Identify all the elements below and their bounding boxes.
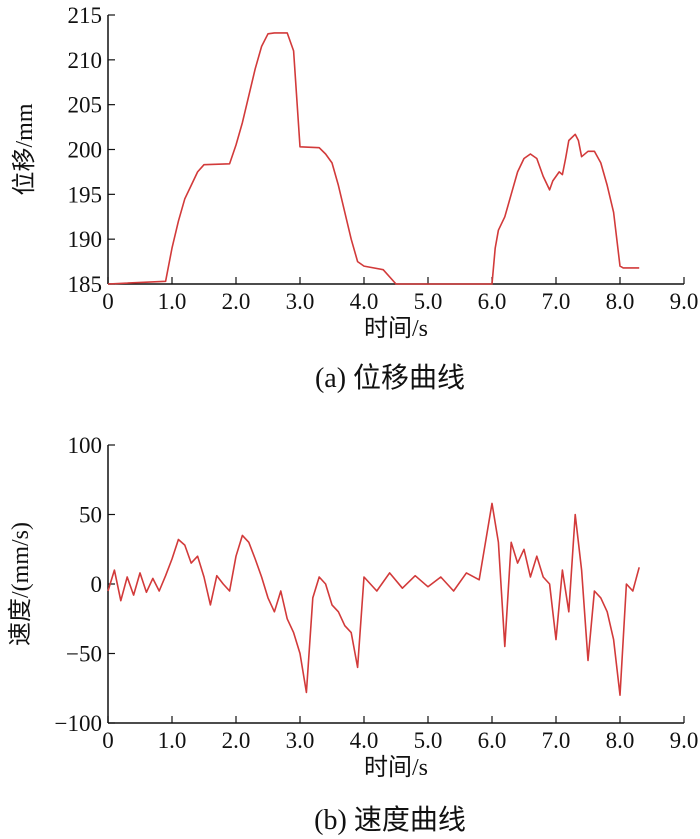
x-tick-label: 4.0 (350, 289, 379, 314)
y-tick-label: −100 (55, 711, 102, 736)
y-tick-label: 0 (91, 572, 103, 597)
y-tick-label: 205 (68, 93, 103, 118)
y-axis-label: 速度/(mm/s) (7, 522, 34, 646)
x-tick-label: 9.0 (670, 728, 699, 753)
series-line (107, 32, 640, 285)
x-tick-label: 2.0 (222, 728, 251, 753)
velocity-chart-caption: (b) 速度曲线 (314, 804, 466, 836)
y-tick-label: 215 (68, 3, 103, 28)
x-axis-label: 时间/s (364, 754, 428, 781)
x-tick-label: 6.0 (478, 728, 507, 753)
y-tick-label: 50 (79, 503, 102, 528)
x-tick-label: 8.0 (606, 728, 635, 753)
x-axis-label: 时间/s (364, 315, 428, 342)
velocity-chart: 0 1.0 2.0 3.0 4.0 5.0 6.0 7.0 8.0 9.0 −100 −50 0 50 10… (7, 433, 698, 781)
x-tick-label: 0 (102, 728, 114, 753)
series-line (107, 502, 640, 697)
y-tick-label: 185 (68, 272, 103, 297)
displacement-chart: 0 1.0 2.0 3.0 4.0 5.0 6.0 7.0 8.0 9.0 185 190 195 200… (11, 3, 698, 342)
x-tick-label: 3.0 (286, 728, 315, 753)
x-tick-label: 2.0 (222, 289, 251, 314)
y-tick-label: 100 (68, 433, 103, 458)
x-tick-label: 5.0 (414, 289, 443, 314)
y-tick-label: 190 (68, 227, 103, 252)
x-tick-label: 4.0 (350, 728, 379, 753)
x-tick-label: 6.0 (478, 289, 507, 314)
x-tick-label: 0 (102, 289, 114, 314)
x-tick-label: 5.0 (414, 728, 443, 753)
y-axis-label: 位移/mm (11, 103, 38, 195)
x-tick-label: 9.0 (670, 289, 699, 314)
x-tick-label: 7.0 (542, 728, 571, 753)
y-tick-label: −50 (66, 642, 102, 667)
y-tick-label: 195 (68, 182, 103, 207)
displacement-chart-caption: (a) 位移曲线 (315, 362, 465, 394)
x-tick-label: 7.0 (542, 289, 571, 314)
x-tick-label: 1.0 (158, 289, 187, 314)
x-tick-label: 1.0 (158, 728, 187, 753)
y-tick-label: 210 (68, 48, 103, 73)
x-tick-label: 8.0 (606, 289, 635, 314)
x-tick-label: 3.0 (286, 289, 315, 314)
y-tick-label: 200 (68, 138, 103, 163)
